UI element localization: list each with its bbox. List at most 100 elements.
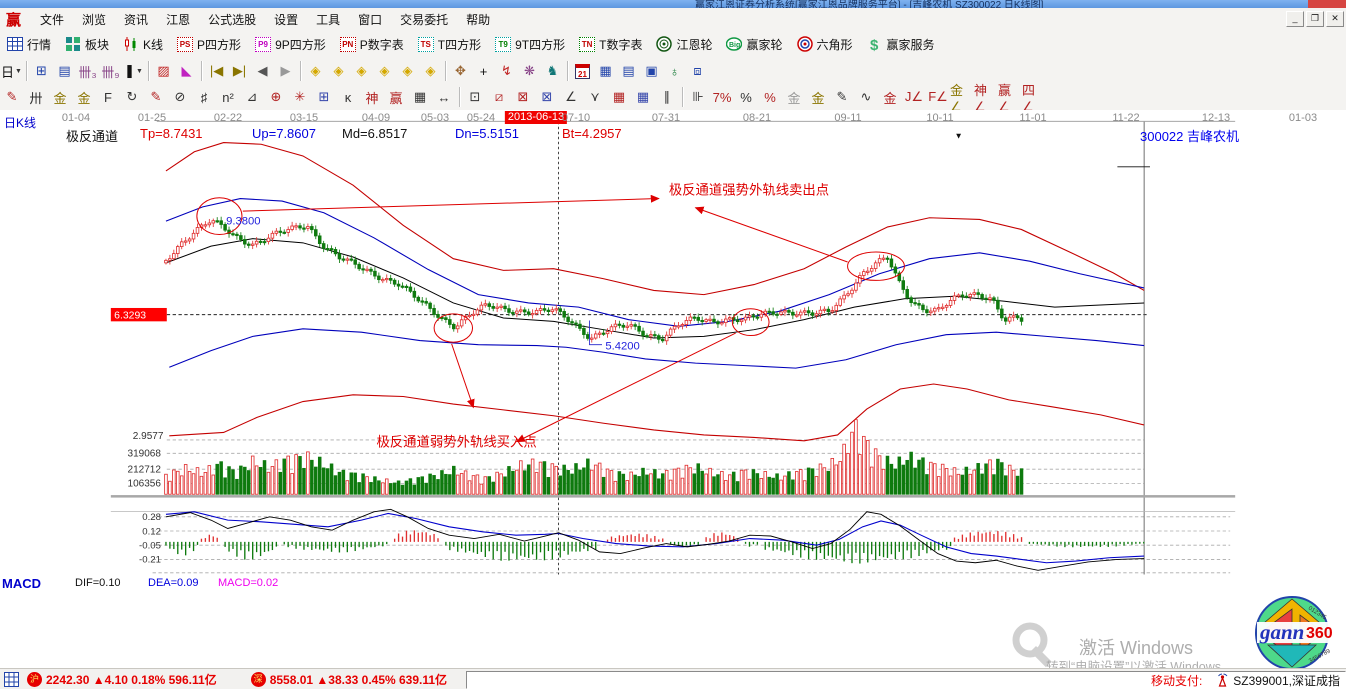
quotes-grid-icon[interactable] [4, 672, 19, 687]
gold-grid2-tool[interactable]: 金 [77, 90, 91, 106]
circle-cross-tool[interactable]: ⊕ [270, 89, 282, 104]
levels-tool[interactable]: ⊪ [692, 89, 704, 104]
winner-wheel-button[interactable]: Big 赢家轮 [720, 34, 788, 55]
macd-title[interactable]: MACD [2, 576, 41, 591]
t-square-button[interactable]: TS T四方形 [412, 34, 487, 55]
nav-prev-button[interactable]: ◀ [257, 63, 268, 78]
wave-tool[interactable]: ∿ [860, 89, 872, 104]
gann-wheel-button[interactable]: 江恩轮 [650, 34, 718, 55]
pattern-tool[interactable]: ▨ [157, 63, 170, 78]
nav-last-button[interactable]: ▶| [232, 63, 247, 78]
menu-窗口[interactable]: 窗口 [358, 12, 383, 27]
f-angle-tool[interactable]: F∠ [928, 89, 948, 104]
blue-grid-tool[interactable]: ▦ [636, 89, 650, 104]
lines-tool[interactable]: ♯ [200, 89, 208, 105]
knight-tool[interactable]: ♞ [546, 63, 559, 78]
j-angle-tool[interactable]: J∠ [904, 89, 924, 104]
bars9-tool[interactable]: 卌₉ [101, 64, 120, 80]
calculator-tool[interactable]: ▦ [599, 63, 612, 78]
menu-浏览[interactable]: 浏览 [82, 12, 107, 27]
info-view-tool[interactable]: ▤ [58, 63, 71, 78]
restore-button[interactable]: ❐ [1306, 11, 1324, 27]
v-lines-tool[interactable]: ⋎ [590, 89, 600, 104]
menu-公式选股[interactable]: 公式选股 [208, 12, 257, 27]
monitor-tool[interactable]: ⧈ [693, 63, 702, 78]
fan-tool[interactable]: ⧄ [494, 89, 504, 104]
nav-next-button[interactable]: ▶ [280, 63, 291, 78]
angle-lines-tool[interactable]: ∠ [565, 89, 577, 104]
quotes-button[interactable]: 行情 [1, 34, 57, 55]
gold-line-tool[interactable]: 金 [811, 90, 825, 106]
menu-江恩[interactable]: 江恩 [166, 12, 191, 27]
circle-grid-tool[interactable]: ⊘ [174, 89, 186, 104]
flag-pen-tool[interactable]: ✎ [836, 89, 848, 104]
minimize-button[interactable]: _ [1286, 11, 1304, 27]
close-button[interactable]: ✕ [1326, 11, 1344, 27]
ruler-tool[interactable]: ▦ [413, 89, 427, 104]
shanghai-index-icon[interactable]: 沪 [27, 672, 42, 687]
menu-文件[interactable]: 文件 [40, 12, 65, 27]
ying-angle-tool[interactable]: 赢∠ [998, 82, 1012, 114]
flower-tool[interactable]: ❋ [524, 63, 535, 78]
gold-circle-tool[interactable]: 金 [787, 90, 801, 106]
kline-button[interactable]: K线 [117, 34, 169, 55]
red-grid-tool[interactable]: ▦ [612, 89, 626, 104]
angle-tool[interactable]: ⊿ [246, 89, 258, 104]
diamond-tool-5[interactable]: ◈ [402, 63, 413, 78]
title-bar[interactable]: 赢家江恩证券分析系统[赢家江恩品牌服务平台] - [吉峰农机 SZ300022 … [0, 0, 1346, 8]
crosshair-tool[interactable]: + [479, 63, 488, 79]
web-box-tool[interactable]: ⊞ [318, 89, 330, 104]
menu-资讯[interactable]: 资讯 [124, 12, 149, 27]
diamond-tool-3[interactable]: ◈ [356, 63, 367, 78]
color-chart-tool[interactable]: ◣ [181, 63, 192, 78]
shenzhen-index-icon[interactable]: 深 [250, 672, 266, 687]
nav-first-button[interactable]: |◀ [209, 63, 224, 78]
gold-grid-tool[interactable]: 金 [53, 90, 67, 106]
menu-设置[interactable]: 设置 [274, 12, 299, 27]
save-tool[interactable]: ▣ [645, 63, 658, 78]
shen-angle-tool[interactable]: 神∠ [974, 82, 988, 114]
period-day-dropdown[interactable]: 日 ▼ [1, 64, 22, 80]
box-tool[interactable]: ⊡ [469, 89, 481, 104]
star-web-tool[interactable]: ✳ [294, 89, 306, 104]
diamond-tool-4[interactable]: ◈ [379, 63, 390, 78]
n2-tool[interactable]: n² [222, 89, 234, 105]
close-button-titlebar[interactable] [1308, 0, 1346, 8]
hexagon-button[interactable]: 六角形 [791, 34, 859, 55]
four-angle-tool[interactable]: 四∠ [1022, 82, 1036, 114]
diamond-tool-6[interactable]: ◈ [425, 63, 436, 78]
width-tool[interactable]: ↔ [437, 89, 451, 105]
pct-tool[interactable]: % [740, 89, 752, 105]
spiral-tool[interactable]: ↻ [126, 89, 138, 104]
t9-square-button[interactable]: T9 9T四方形 [489, 34, 571, 55]
diamond-tool-2[interactable]: ◈ [333, 63, 344, 78]
menu-帮助[interactable]: 帮助 [466, 12, 491, 27]
p-table-button[interactable]: PN P数字表 [334, 34, 410, 55]
winner-service-button[interactable]: $ 赢家服务 [861, 34, 941, 55]
cut-tool[interactable]: ↯ [501, 63, 512, 78]
t-table-button[interactable]: TN T数字表 [573, 34, 648, 55]
gold-angle-tool[interactable]: 金∠ [950, 82, 964, 114]
fan-box-tool[interactable]: ⊠ [517, 89, 529, 104]
hand-tool[interactable]: ✥ [455, 63, 466, 78]
slash-tool[interactable]: ∥ [663, 89, 671, 104]
brush2-tool[interactable]: ✎ [150, 89, 162, 104]
sectors-button[interactable]: 板块 [59, 34, 115, 55]
fan-box2-tool[interactable]: ⊠ [541, 89, 553, 104]
menu-交易委托[interactable]: 交易委托 [400, 12, 449, 27]
candle-style-dropdown[interactable]: ❚ ▼ [124, 63, 143, 78]
pct7-tool[interactable]: 7% [712, 89, 732, 105]
report-tool[interactable]: ▤ [622, 63, 635, 78]
diamond-tool-1[interactable]: ◈ [310, 63, 321, 78]
brush-tool[interactable]: ✎ [6, 89, 18, 104]
gold-red-tool[interactable]: 金 [883, 90, 897, 106]
k-mark-tool[interactable]: ĸ [344, 89, 352, 105]
ying-tool[interactable]: 赢 [389, 90, 403, 106]
indicator-name[interactable]: 极反通道 [66, 129, 119, 144]
p-square-button[interactable]: PS P四方形 [171, 34, 247, 55]
shen-tool[interactable]: 神 [365, 90, 379, 106]
web-tool[interactable]: ♁ [669, 63, 680, 79]
f-grid-tool[interactable]: F [104, 89, 112, 105]
pct-line-tool[interactable]: % [764, 89, 776, 105]
menu-工具[interactable]: 工具 [316, 12, 341, 27]
